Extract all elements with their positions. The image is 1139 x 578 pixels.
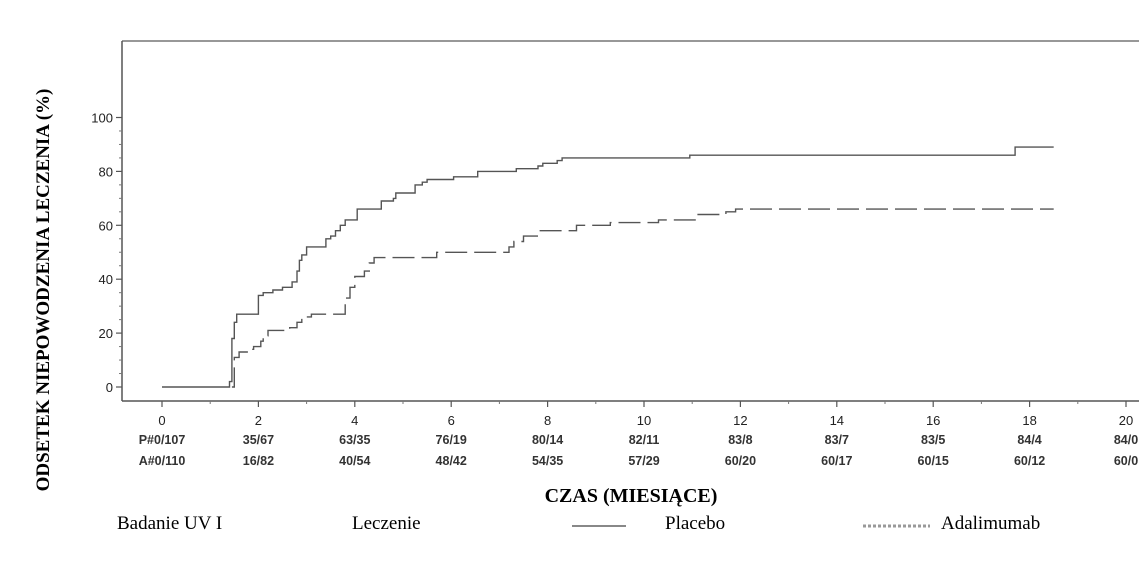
at-risk-value: 48/42 [436,454,467,468]
x-tick-label: 4 [351,413,358,428]
at-risk-value: 82/11 [629,433,660,447]
y-axis-label: ODSETEK NIEPOWODZENIA LECZENIA (%) [33,89,54,492]
at-risk-value: 54/35 [532,454,563,468]
x-ticks: 0 2 4 6 8 10 12 14 16 18 20 [158,401,1133,428]
at-risk-table: P#0/107 35/67 63/35 76/19 80/14 82/11 83/8 83/7… [139,433,1138,468]
at-risk-value: 83/7 [825,433,849,447]
legend: Badanie UV I Leczenie Placebo Adalimumab [117,513,1040,534]
y-ticks: 0 20 40 60 80 100 [91,111,122,395]
legend-adalimumab-label: Adalimumab [941,513,1040,534]
at-risk-row-label: A#0/110 [139,454,186,468]
at-risk-value: 83/8 [728,433,752,447]
at-risk-value: 35/67 [243,433,274,447]
series-line-adalimumab [231,208,1054,388]
x-tick-label: 16 [926,413,940,428]
at-risk-value: 60/15 [918,454,949,468]
x-tick-label: 2 [255,413,262,428]
x-tick-label: 12 [733,413,747,428]
at-risk-value: 60/17 [821,454,852,468]
x-tick-label: 18 [1022,413,1036,428]
at-risk-value: 60/20 [725,454,756,468]
x-tick-label: 0 [158,413,165,428]
at-risk-value: 57/29 [628,454,659,468]
legend-treatment-label: Leczenie [352,513,421,534]
x-tick-label: 6 [448,413,455,428]
at-risk-value: 84/0 [1114,433,1138,447]
x-tick-label: 8 [544,413,551,428]
x-axis-label: CZAS (MIESIĄCE) [545,485,718,507]
at-risk-value: 83/5 [921,433,945,447]
at-risk-value: 80/14 [532,433,563,447]
y-tick-label: 100 [91,111,113,126]
at-risk-value: 40/54 [339,454,370,468]
y-tick-label: 40 [99,272,113,287]
at-risk-value: 60/12 [1014,454,1045,468]
y-tick-label: 20 [99,326,113,341]
at-risk-value: 76/19 [436,433,467,447]
at-risk-value: 60/0 [1114,454,1138,468]
at-risk-value: 16/82 [243,454,274,468]
x-tick-label: 14 [830,413,844,428]
y-tick-label: 60 [99,218,113,233]
x-tick-label: 20 [1119,413,1133,428]
series-line-placebo [162,146,1054,388]
axes [121,40,1139,402]
legend-placebo-label: Placebo [665,513,725,534]
survival-curves [162,146,1054,388]
legend-study-label: Badanie UV I [117,513,222,534]
at-risk-row-label: P#0/107 [139,433,186,447]
at-risk-value: 63/35 [339,433,370,447]
at-risk-value: 84/4 [1017,433,1041,447]
y-tick-label: 0 [106,380,113,395]
y-tick-label: 80 [99,164,113,179]
x-tick-label: 10 [637,413,651,428]
